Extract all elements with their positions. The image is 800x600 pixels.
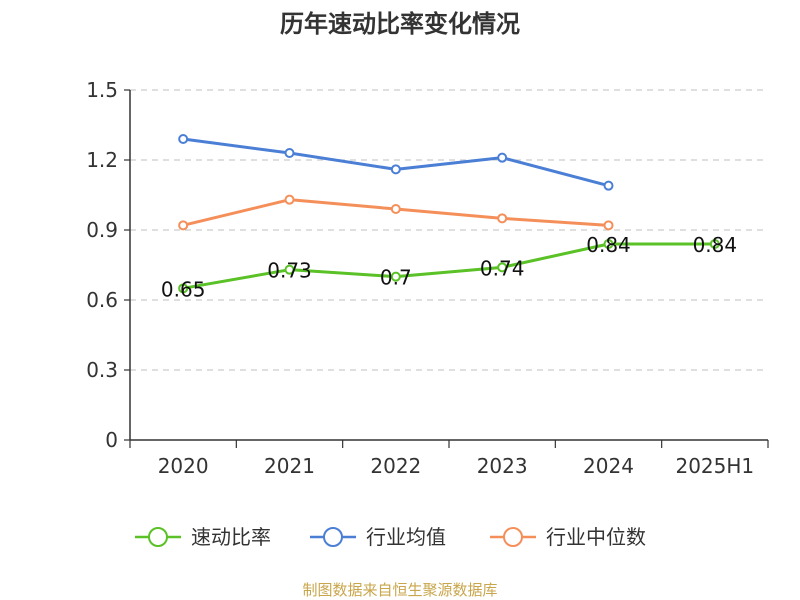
legend-label: 行业中位数: [546, 525, 646, 549]
y-tick-label: 0.3: [86, 358, 118, 382]
data-point: [390, 164, 401, 175]
data-label: 0.65: [161, 277, 206, 301]
data-point: [603, 239, 614, 249]
data-point: [284, 194, 295, 205]
y-tick-label: 0: [105, 428, 118, 452]
series-layer: [178, 134, 720, 294]
y-tick-label: 1.5: [86, 78, 118, 102]
data-point: [178, 134, 189, 144]
data-point: [178, 220, 189, 231]
legend-marker: [148, 527, 168, 547]
legend-label: 速动比率: [191, 525, 271, 549]
data-point: [178, 283, 189, 294]
legend: 速动比率 行业均值 行业中位数: [135, 525, 646, 549]
x-tick-label: 2022: [370, 454, 421, 478]
gridlines: [130, 89, 768, 371]
data-label: 0.73: [267, 259, 312, 283]
data-point: [709, 239, 720, 249]
series-line-0: [182, 242, 715, 290]
x-tick-label: 2020: [158, 454, 209, 478]
x-tick-label: 2021: [264, 454, 315, 478]
data-point: [497, 262, 508, 273]
axes: 0 0.3 0.6 0.9 1.2 1.5 2020 2021 2022 2023 2024 2025…: [86, 78, 769, 478]
legend-marker: [503, 527, 523, 547]
data-point: [497, 152, 508, 163]
data-point: [603, 180, 614, 191]
legend-marker: [323, 527, 343, 547]
series-line-1: [182, 137, 609, 188]
data-point: [284, 148, 295, 158]
chart-title: 历年速动比率变化情况: [280, 10, 520, 38]
data-point: [390, 271, 401, 282]
y-tick-label: 1.2: [86, 148, 118, 172]
data-point: [284, 264, 295, 275]
data-point: [497, 213, 508, 224]
legend-label: 行业均值: [366, 525, 446, 549]
x-tick-label: 2023: [477, 454, 528, 478]
data-label: 0.74: [480, 256, 525, 280]
data-label: 0.84: [586, 233, 631, 257]
data-point: [603, 220, 614, 231]
source-note: 制图数据来自恒生聚源数据库: [302, 581, 497, 599]
y-tick-label: 0.9: [86, 218, 118, 242]
y-tick-label: 0.6: [86, 288, 118, 312]
data-labels: 0.65 0.73 0.7 0.74 0.84 0.84: [161, 233, 737, 301]
x-tick-label: 2024: [583, 454, 634, 478]
data-point: [390, 204, 401, 214]
data-label: 0.84: [693, 233, 738, 257]
data-label: 0.7: [380, 266, 412, 290]
x-tick-label: 2025H1: [675, 454, 754, 478]
